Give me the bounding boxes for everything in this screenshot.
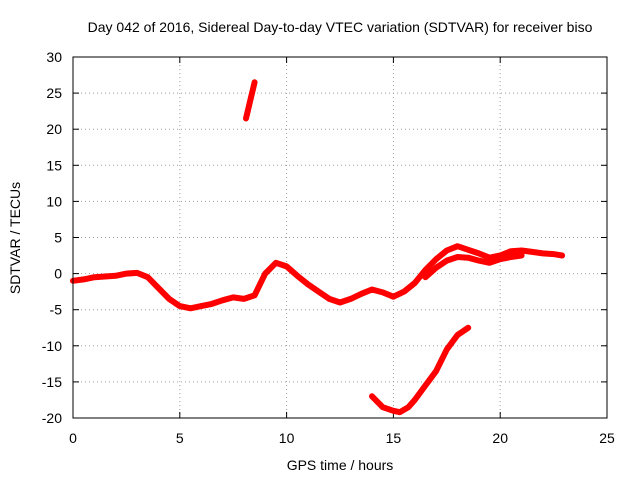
y-tick-label: -10 (42, 338, 62, 354)
y-tick-label: 30 (46, 49, 62, 65)
x-tick-label: 20 (492, 430, 508, 446)
x-axis-label: GPS time / hours (287, 457, 394, 473)
series-group (70, 79, 566, 416)
y-tick-label: 20 (46, 121, 62, 137)
y-tick-label: -5 (50, 302, 63, 318)
plot-frame (72, 56, 608, 419)
chart-title: Day 042 of 2016, Sidereal Day-to-day VTE… (88, 19, 593, 35)
x-tick-label: 15 (386, 430, 402, 446)
series-main-track (70, 243, 566, 312)
y-tick-label: 0 (54, 266, 62, 282)
y-tick-label: 15 (46, 157, 62, 173)
y-tick-label: -20 (42, 410, 62, 426)
x-tick-label: 5 (176, 430, 184, 446)
y-tick-label: 25 (46, 85, 62, 101)
y-tick-label: 5 (54, 230, 62, 246)
y-axis-label: SDTVAR / TECUs (7, 182, 23, 294)
grid (73, 57, 607, 418)
x-tick-label: 10 (279, 430, 295, 446)
y-tick-labels: -20 -15 -10 -5 0 5 10 15 20 25 30 (42, 49, 62, 426)
series-deep-arc (369, 324, 472, 416)
y-tick-label: -15 (42, 374, 62, 390)
x-tick-label: 0 (69, 430, 77, 446)
y-tick-label: 10 (46, 193, 62, 209)
x-tick-label: 25 (599, 430, 615, 446)
series-lower-branch (422, 252, 525, 281)
x-tick-labels: 0 5 10 15 20 25 (69, 430, 615, 446)
series-upper-arc (243, 79, 258, 122)
